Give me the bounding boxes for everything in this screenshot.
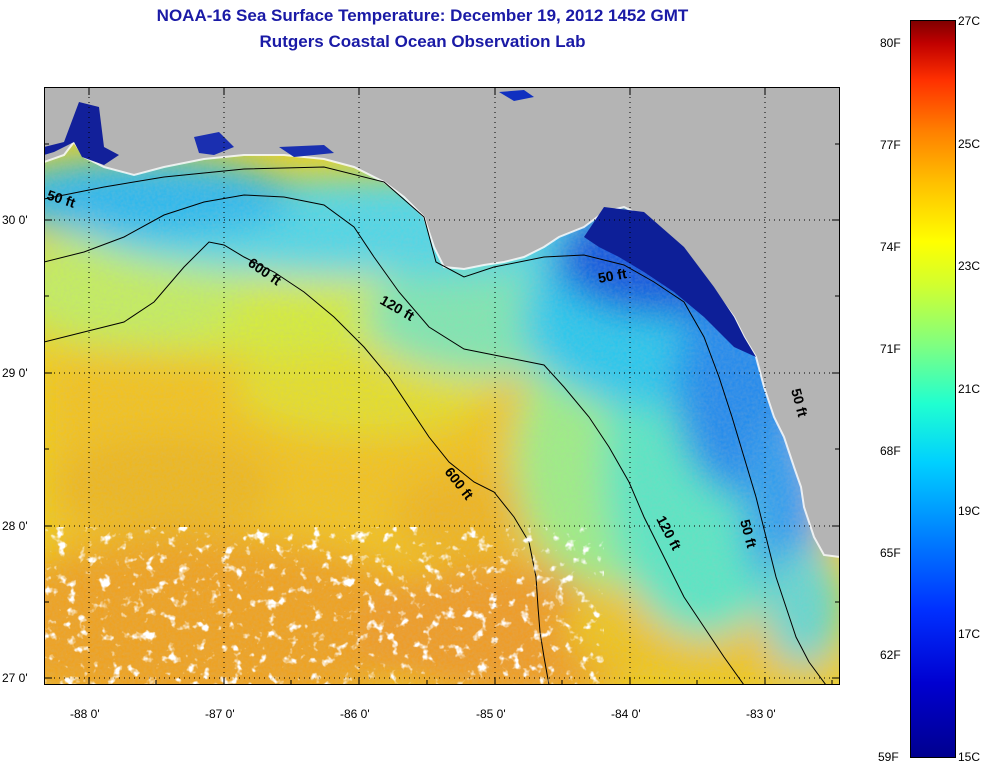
colorbar-f-label: 65F [880, 546, 901, 560]
contour-50ft [44, 166, 827, 685]
colorbar-c-label: 19C [958, 504, 981, 518]
colorbar-f-label: 71F [880, 342, 901, 356]
map-frame [44, 87, 840, 685]
lon-label-87: -87 0' [205, 707, 235, 721]
lat-label-27: 27 0' [2, 671, 28, 685]
colorbar-c-label: 17C [958, 627, 981, 641]
contour-120ft [44, 194, 745, 685]
lon-label-85: -85 0' [476, 707, 506, 721]
land [44, 87, 840, 557]
colorbar-c-label: 21C [958, 382, 981, 396]
colorbar-c-label: 15C [958, 750, 981, 764]
lon-label-88: -88 0' [70, 707, 100, 721]
colorbar-f-label: 62F [880, 648, 901, 662]
sst-map: 50 ft 50 ft 50 ft 50 ft 120 ft 120 ft 60… [44, 87, 840, 685]
colorbar-c-label: 25C [958, 137, 981, 151]
mobile-bay [44, 102, 119, 165]
lat-label-28: 28 0' [2, 519, 28, 533]
map-ticks [44, 87, 840, 685]
lon-label-86: -86 0' [340, 707, 370, 721]
colorbar-c-label: 27C [958, 14, 981, 28]
contour-label-50ft-east: 50 ft [788, 387, 811, 419]
cloud-speckle [44, 527, 604, 685]
lat-label-29: 29 0' [2, 366, 28, 380]
contour-label-50ft-south: 50 ft [737, 518, 760, 550]
map-title: NOAA-16 Sea Surface Temperature: Decembe… [156, 6, 689, 25]
apalachee-bay [584, 207, 756, 357]
map-subtitle: Rutgers Coastal Ocean Observation Lab [259, 32, 586, 51]
choctawhatchee-bay [279, 145, 334, 157]
contour-label-50ft-mid: 50 ft [597, 265, 628, 286]
lon-label-84: -84 0' [611, 707, 641, 721]
colorbar-f-label: 74F [880, 240, 901, 254]
colorbar-f-label: 80F [880, 36, 901, 50]
colorbar-f-label: 77F [880, 138, 901, 152]
lat-label-30: 30 0' [2, 213, 28, 227]
colorbar-f-label: 59F [878, 750, 899, 764]
colorbar-f-label: 68F [880, 444, 901, 458]
temperature-colorbar [910, 20, 956, 758]
lon-label-83: -83 0' [746, 707, 776, 721]
sst-map-canvas: 50 ft 50 ft 50 ft 50 ft 120 ft 120 ft 60… [44, 87, 840, 685]
colorbar-c-label: 23C [958, 259, 981, 273]
